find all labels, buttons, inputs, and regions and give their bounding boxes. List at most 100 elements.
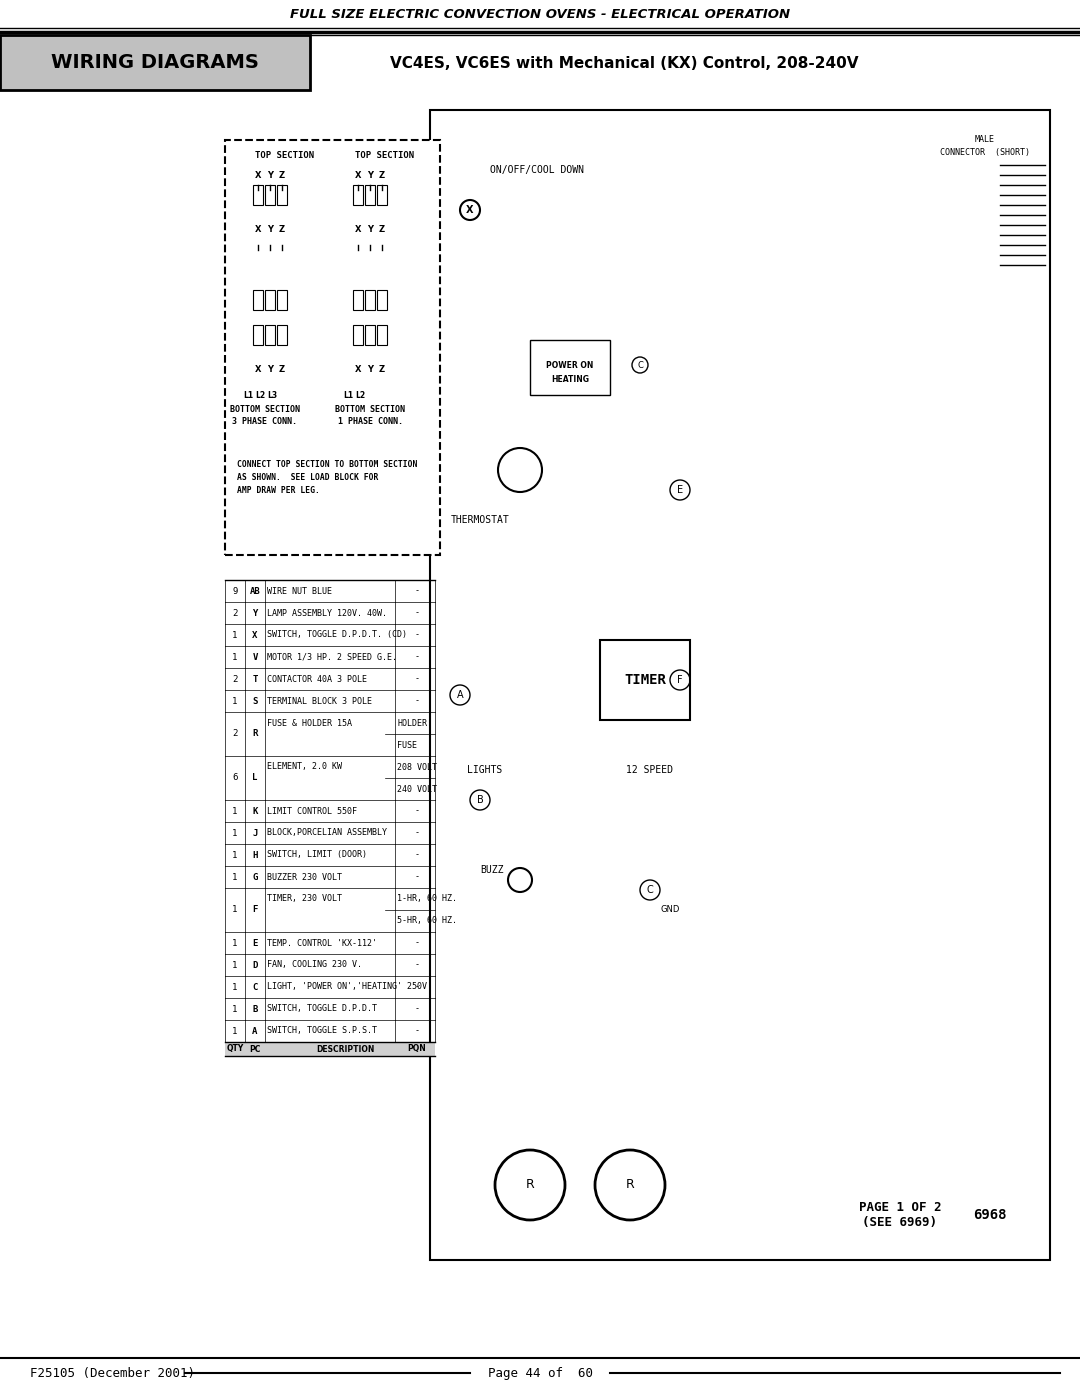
Text: 6: 6 xyxy=(232,774,238,782)
Text: A: A xyxy=(457,690,463,700)
Text: 1: 1 xyxy=(232,961,238,970)
Text: C: C xyxy=(637,360,643,369)
Text: V: V xyxy=(253,652,258,662)
Text: Y: Y xyxy=(267,170,273,179)
Text: -: - xyxy=(415,652,419,662)
Text: G: G xyxy=(253,873,258,882)
Bar xyxy=(0,35,310,89)
Text: 5-HR, 60 HZ.: 5-HR, 60 HZ. xyxy=(397,916,457,925)
Text: ON/OFF/COOL DOWN: ON/OFF/COOL DOWN xyxy=(490,165,584,175)
Text: CONTACTOR 40A 3 POLE: CONTACTOR 40A 3 POLE xyxy=(267,675,367,683)
Text: 1: 1 xyxy=(232,1004,238,1013)
Text: BUZZER 230 VOLT: BUZZER 230 VOLT xyxy=(267,873,342,882)
Bar xyxy=(430,110,1050,1260)
Text: X: X xyxy=(255,225,261,235)
Bar xyxy=(253,184,264,205)
Text: X: X xyxy=(253,630,258,640)
Text: Z: Z xyxy=(379,366,386,374)
Text: Z: Z xyxy=(379,170,386,179)
Text: -: - xyxy=(415,1004,419,1013)
Text: 2: 2 xyxy=(232,729,238,739)
Text: F: F xyxy=(677,675,683,685)
Bar xyxy=(225,1042,435,1056)
Text: S: S xyxy=(253,697,258,705)
Bar xyxy=(265,291,275,310)
Text: -: - xyxy=(415,873,419,882)
Text: SWITCH, TOGGLE D.P.D.T: SWITCH, TOGGLE D.P.D.T xyxy=(267,1004,377,1013)
Text: LIMIT CONTROL 550F: LIMIT CONTROL 550F xyxy=(267,806,357,816)
Text: K: K xyxy=(253,806,258,816)
Text: 1: 1 xyxy=(232,982,238,992)
Text: L1: L1 xyxy=(343,391,353,400)
Text: CONNECTOR  (SHORT): CONNECTOR (SHORT) xyxy=(940,148,1030,156)
Text: E: E xyxy=(253,939,258,947)
Text: AB: AB xyxy=(249,587,260,595)
Text: SWITCH, TOGGLE D.P.D.T. (CD): SWITCH, TOGGLE D.P.D.T. (CD) xyxy=(267,630,407,640)
Text: FULL SIZE ELECTRIC CONVECTION OVENS - ELECTRICAL OPERATION: FULL SIZE ELECTRIC CONVECTION OVENS - EL… xyxy=(289,7,791,21)
Text: 1: 1 xyxy=(232,630,238,640)
Text: R: R xyxy=(526,1179,535,1192)
Text: PAGE 1 OF 2
(SEE 6969): PAGE 1 OF 2 (SEE 6969) xyxy=(859,1201,942,1229)
Text: 1: 1 xyxy=(232,873,238,882)
Text: Y: Y xyxy=(267,225,273,235)
Text: 2: 2 xyxy=(232,609,238,617)
Text: Y: Y xyxy=(267,366,273,374)
Text: T: T xyxy=(253,675,258,683)
Text: HEATING: HEATING xyxy=(551,376,589,384)
Text: DESCRIPTION: DESCRIPTION xyxy=(315,1045,374,1053)
Text: PQN: PQN xyxy=(407,1045,427,1053)
Text: X: X xyxy=(255,170,261,179)
Text: BOTTOM SECTION: BOTTOM SECTION xyxy=(230,405,300,415)
Bar xyxy=(365,326,375,345)
Bar xyxy=(353,184,363,205)
Text: BOTTOM SECTION: BOTTOM SECTION xyxy=(335,405,405,415)
Text: PC: PC xyxy=(249,1045,260,1053)
Text: Z: Z xyxy=(279,170,285,179)
Text: D: D xyxy=(253,961,258,970)
Text: LIGHT, 'POWER ON','HEATING' 250V.: LIGHT, 'POWER ON','HEATING' 250V. xyxy=(267,982,432,992)
Text: -: - xyxy=(415,609,419,617)
Text: TEMP. CONTROL 'KX-112': TEMP. CONTROL 'KX-112' xyxy=(267,939,377,947)
Bar xyxy=(377,184,387,205)
Text: WIRING DIAGRAMS: WIRING DIAGRAMS xyxy=(51,53,259,73)
Text: Y: Y xyxy=(253,609,258,617)
Bar xyxy=(377,326,387,345)
Bar xyxy=(276,184,287,205)
Bar xyxy=(225,140,440,555)
Text: B: B xyxy=(253,1004,258,1013)
Text: BUZZ: BUZZ xyxy=(480,865,503,875)
Text: Page 44 of  60: Page 44 of 60 xyxy=(487,1366,593,1379)
Text: 9: 9 xyxy=(232,587,238,595)
Text: Z: Z xyxy=(379,225,386,235)
Bar xyxy=(377,291,387,310)
Text: QTY: QTY xyxy=(227,1045,244,1053)
Text: -: - xyxy=(415,697,419,705)
Text: 1: 1 xyxy=(232,697,238,705)
Text: 3 PHASE CONN.: 3 PHASE CONN. xyxy=(232,418,297,426)
Text: 1: 1 xyxy=(232,851,238,859)
Bar xyxy=(365,184,375,205)
Text: TOP SECTION: TOP SECTION xyxy=(355,151,415,159)
Bar xyxy=(265,326,275,345)
Text: F: F xyxy=(253,905,258,915)
Text: Y: Y xyxy=(367,366,373,374)
Text: MALE: MALE xyxy=(975,136,995,144)
Text: -: - xyxy=(415,630,419,640)
Text: F25105 (December 2001): F25105 (December 2001) xyxy=(30,1366,195,1379)
Text: X: X xyxy=(354,170,361,179)
Text: X: X xyxy=(354,225,361,235)
Text: FUSE & HOLDER 15A: FUSE & HOLDER 15A xyxy=(267,718,352,728)
Text: GND: GND xyxy=(660,905,679,915)
Text: 208 VOLT: 208 VOLT xyxy=(397,763,437,771)
Text: MOTOR 1/3 HP. 2 SPEED G.E.: MOTOR 1/3 HP. 2 SPEED G.E. xyxy=(267,652,397,662)
Text: FUSE: FUSE xyxy=(397,740,417,750)
Text: L1: L1 xyxy=(243,391,253,400)
Text: X: X xyxy=(354,366,361,374)
Text: C: C xyxy=(647,886,653,895)
Text: CONNECT TOP SECTION TO BOTTOM SECTION
AS SHOWN.  SEE LOAD BLOCK FOR
AMP DRAW PER: CONNECT TOP SECTION TO BOTTOM SECTION AS… xyxy=(237,460,417,496)
Text: L: L xyxy=(253,774,258,782)
Text: LIGHTS: LIGHTS xyxy=(468,766,502,775)
Text: POWER ON: POWER ON xyxy=(546,360,594,369)
Text: -: - xyxy=(415,828,419,837)
Text: BLOCK,PORCELIAN ASSEMBLY: BLOCK,PORCELIAN ASSEMBLY xyxy=(267,828,387,837)
